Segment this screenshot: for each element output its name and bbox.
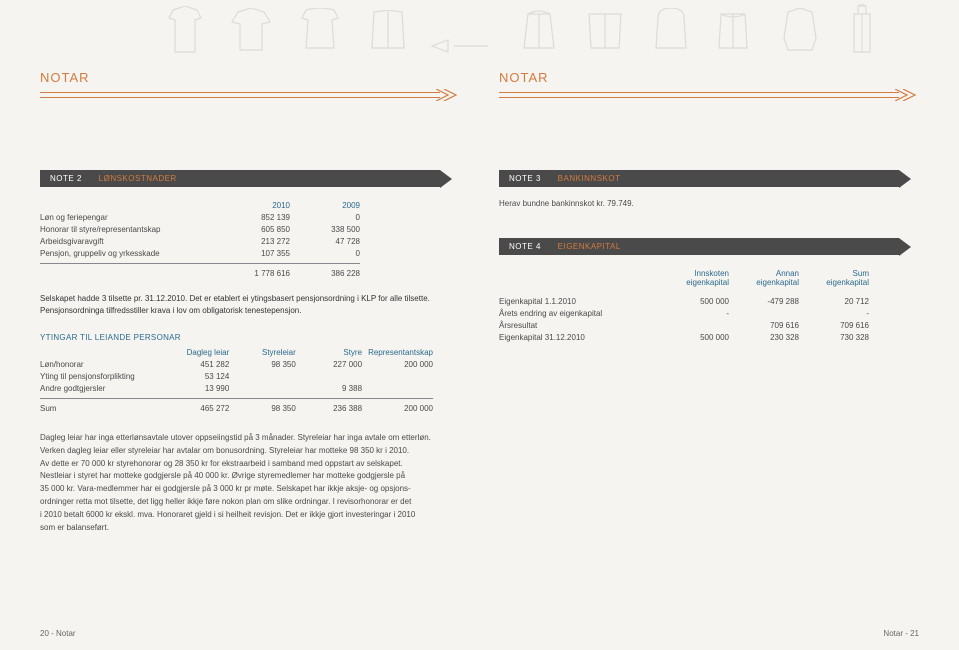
table-row: Løn og feriepengar852 1390 [40,211,360,223]
note2-narrative: Selskapet hadde 3 tilsette pr. 31.12.201… [40,293,439,317]
table-row: Honorar til styre/representantskap605 85… [40,223,360,235]
table-row: Løn/honorar451 28298 350227 000200 000 [40,358,439,370]
note4-table: Innskoteneigenkapital Annaneigenkapital … [499,267,869,343]
note2-paragraph: Dagleg leiar har inga etterlønsavtale ut… [40,432,439,534]
footer-right: Notar - 21 [883,629,919,638]
note3-header: NOTE 3 BANKINNSKOT [499,170,899,187]
table-row: Årsresultat709 616709 616 [499,319,869,331]
note4-title: EIGENKAPITAL [558,242,621,251]
note4-col1a: Innskoten [694,269,729,278]
note2-year1: 2010 [220,199,290,211]
note4-col2b: eigenkapital [756,278,799,287]
page-heading-right: NOTAR [479,70,958,85]
table-total: 1 778 616386 228 [40,267,360,279]
table-row: Arbeidsgivaravgift213 27247 728 [40,235,360,247]
table-row: Årets endring av eigenkapital-- [499,307,869,319]
note4-header: NOTE 4 EIGENKAPITAL [499,238,899,255]
note2-title: LØNSKOSTNADER [99,174,177,183]
note2-num: NOTE 2 [50,174,82,183]
footer-left: 20 - Notar [40,629,76,638]
note2-header: NOTE 2 LØNSKOSTNADER [40,170,440,187]
table-row: Yting til pensjonsforplikting53 124 [40,370,439,382]
table-row: Pensjon, gruppeliv og yrkesskade107 3550 [40,247,360,259]
note3-text: Herav bundne bankinnskot kr. 79.749. [499,199,918,208]
note3-title: BANKINNSKOT [558,174,621,183]
divider-left [40,92,460,98]
table-sum: Sum465 27298 350236 388200 000 [40,402,439,414]
note4-col3a: Sum [853,269,869,278]
note4-col3b: eigenkapital [826,278,869,287]
note2-table: 20102009 Løn og feriepengar852 1390 Hono… [40,199,360,279]
page-heading-left: NOTAR [0,70,479,85]
divider-right [499,92,919,98]
table-row: Eigenkapital 31.12.2010500 000230 328730… [499,331,869,343]
personar-heading: YTINGAR TIL LEIANDE PERSONAR [40,333,439,342]
note3-num: NOTE 3 [509,174,541,183]
note4-col2a: Annan [776,269,799,278]
table-row: Eigenkapital 1.1.2010500 000-479 28820 7… [499,295,869,307]
note4-num: NOTE 4 [509,242,541,251]
note2-year2: 2009 [290,199,360,211]
decorative-clothing-icons [0,0,959,65]
note4-col1b: eigenkapital [686,278,729,287]
personar-table: Dagleg leiar Styreleiar Styre Representa… [40,346,439,414]
table-row: Andre godtgjersler13 9909 388 [40,382,439,394]
